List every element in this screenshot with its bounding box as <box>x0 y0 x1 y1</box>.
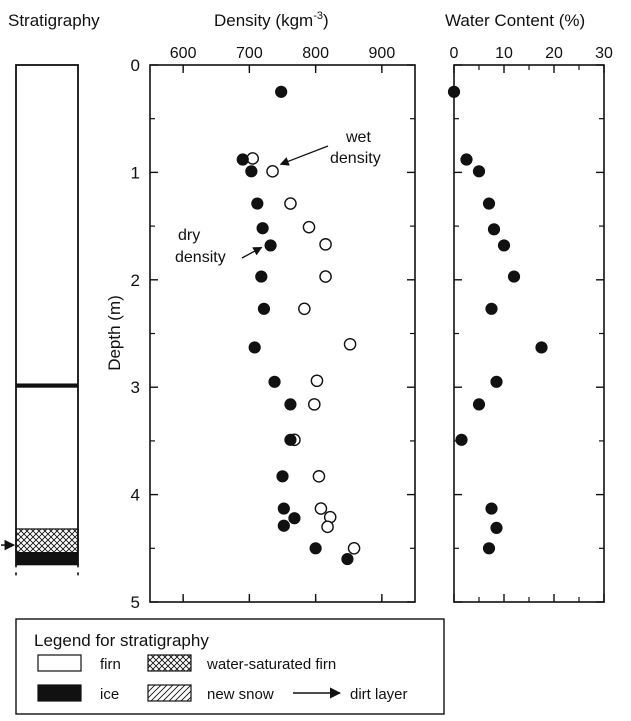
dry-density-point <box>275 85 288 98</box>
wet-density-point <box>321 520 334 534</box>
dry-density-point <box>284 433 297 446</box>
water-points <box>447 85 548 555</box>
dry-density-arrow <box>241 246 263 259</box>
water-x-tick-label: 30 <box>595 45 613 62</box>
water-saturated-firn-layer <box>15 528 79 554</box>
water-content-point <box>490 521 503 534</box>
water-content-point <box>485 502 498 515</box>
ice-layer <box>15 552 79 565</box>
wet-density-annotation-line1: wet <box>345 129 371 146</box>
legend-new-snow-swatch <box>147 684 192 702</box>
water-content-point <box>535 341 548 354</box>
legend-water-saturated-swatch <box>147 654 192 672</box>
legend-firn-swatch <box>37 654 82 672</box>
water-x-tick-label: 10 <box>495 45 513 62</box>
dry-density-point <box>248 341 261 354</box>
wet-density-point <box>319 238 332 251</box>
dry-density-point <box>288 512 301 525</box>
depth-tick-label: 4 <box>131 486 140 505</box>
density-x-tick-label: 700 <box>236 45 263 62</box>
wet-density-point <box>312 470 326 483</box>
density-points <box>236 85 361 566</box>
wet-density-point <box>302 220 316 234</box>
legend-firn-label: firn <box>100 656 121 673</box>
dry-density-point <box>277 519 290 532</box>
density-panel: 600 700 800 900 0 1 2 3 4 5 Depth (m) wet density… <box>105 45 416 612</box>
legend-dirt-label: dirt layer <box>350 686 408 703</box>
wet-density-point <box>314 502 328 515</box>
legend-new-snow-label: new snow <box>207 686 274 703</box>
wet-density-point <box>298 302 311 316</box>
legend-ice-swatch <box>37 684 82 702</box>
depth-tick-label: 2 <box>131 271 140 290</box>
dry-density-point <box>245 165 258 178</box>
dry-density-point <box>256 222 269 235</box>
water-content-point <box>490 375 503 388</box>
water-content-point <box>447 85 461 98</box>
wet-density-annotation-line2: density <box>330 150 381 167</box>
density-x-tick-label: 600 <box>170 45 197 62</box>
dry-density-point <box>236 153 249 166</box>
wet-density-point <box>319 270 332 283</box>
density-header: Density (kgm-3) <box>214 10 329 30</box>
density-x-ticks: 600 700 800 900 <box>170 45 396 602</box>
wet-density-point <box>307 398 321 411</box>
legend-box <box>15 618 445 715</box>
water-content-point <box>482 542 496 555</box>
depth-axis-label: Depth (m) <box>105 295 124 371</box>
dry-density-point <box>257 302 271 315</box>
water-content-point <box>460 153 473 166</box>
density-x-tick-label: 900 <box>369 45 396 62</box>
water-content-point <box>497 239 511 252</box>
ice-layer <box>15 383 79 388</box>
dry-density-point <box>268 375 281 388</box>
depth-tick-label: 5 <box>131 593 140 612</box>
legend-title: Legend for stratigraphy <box>34 631 209 650</box>
water-content-point <box>455 433 468 446</box>
density-annotations: wet density dry density <box>175 129 381 266</box>
wet-density-point <box>246 152 259 165</box>
dry-density-point <box>276 470 289 483</box>
water-x-tick-label: 0 <box>450 45 459 62</box>
water-content-point <box>482 197 496 210</box>
water-content-point <box>485 302 498 315</box>
stratigraphy-legend: Legend for stratigraphy firn water-satur… <box>15 618 445 715</box>
dry-density-annotation-line1: dry <box>178 227 200 244</box>
dry-density-annotation-line2: density <box>175 249 226 266</box>
water-content-point <box>472 398 486 411</box>
legend-water-saturated-label: water-saturated firn <box>206 656 336 673</box>
dry-density-point <box>341 552 354 566</box>
water-x-ticks: 0 10 20 30 <box>450 45 613 602</box>
stratigraphy-column <box>1 64 79 577</box>
wet-density-point <box>343 337 357 351</box>
water-content-header: Water Content (%) <box>445 11 585 30</box>
water-content-panel: 0 10 20 30 <box>447 45 613 603</box>
water-y-ticks <box>454 64 604 603</box>
depth-tick-label: 1 <box>131 163 140 182</box>
density-y-ticks: 0 1 2 3 4 5 <box>131 56 415 612</box>
depth-tick-label: 3 <box>131 378 140 397</box>
wet-density-point <box>310 374 324 388</box>
dry-density-point <box>255 270 268 283</box>
firn-column <box>15 64 79 566</box>
legend-ice-label: ice <box>100 686 119 703</box>
stratigraphy-header: Stratigraphy <box>8 11 100 30</box>
water-content-point <box>507 270 521 283</box>
water-plot-frame <box>453 64 605 603</box>
water-content-point <box>472 165 486 178</box>
dry-density-point <box>277 502 290 515</box>
dry-density-point <box>284 398 297 411</box>
dry-density-point <box>309 542 322 555</box>
water-x-tick-label: 20 <box>545 45 563 62</box>
wet-density-point <box>284 197 297 210</box>
water-content-point <box>487 223 501 236</box>
dry-density-point <box>264 239 277 252</box>
wet-density-arrow <box>279 145 329 166</box>
wet-density-point <box>266 165 279 178</box>
density-x-tick-label: 800 <box>302 45 329 62</box>
dry-density-point <box>251 197 264 210</box>
wet-density-point <box>347 542 361 555</box>
depth-tick-label: 0 <box>131 56 140 75</box>
